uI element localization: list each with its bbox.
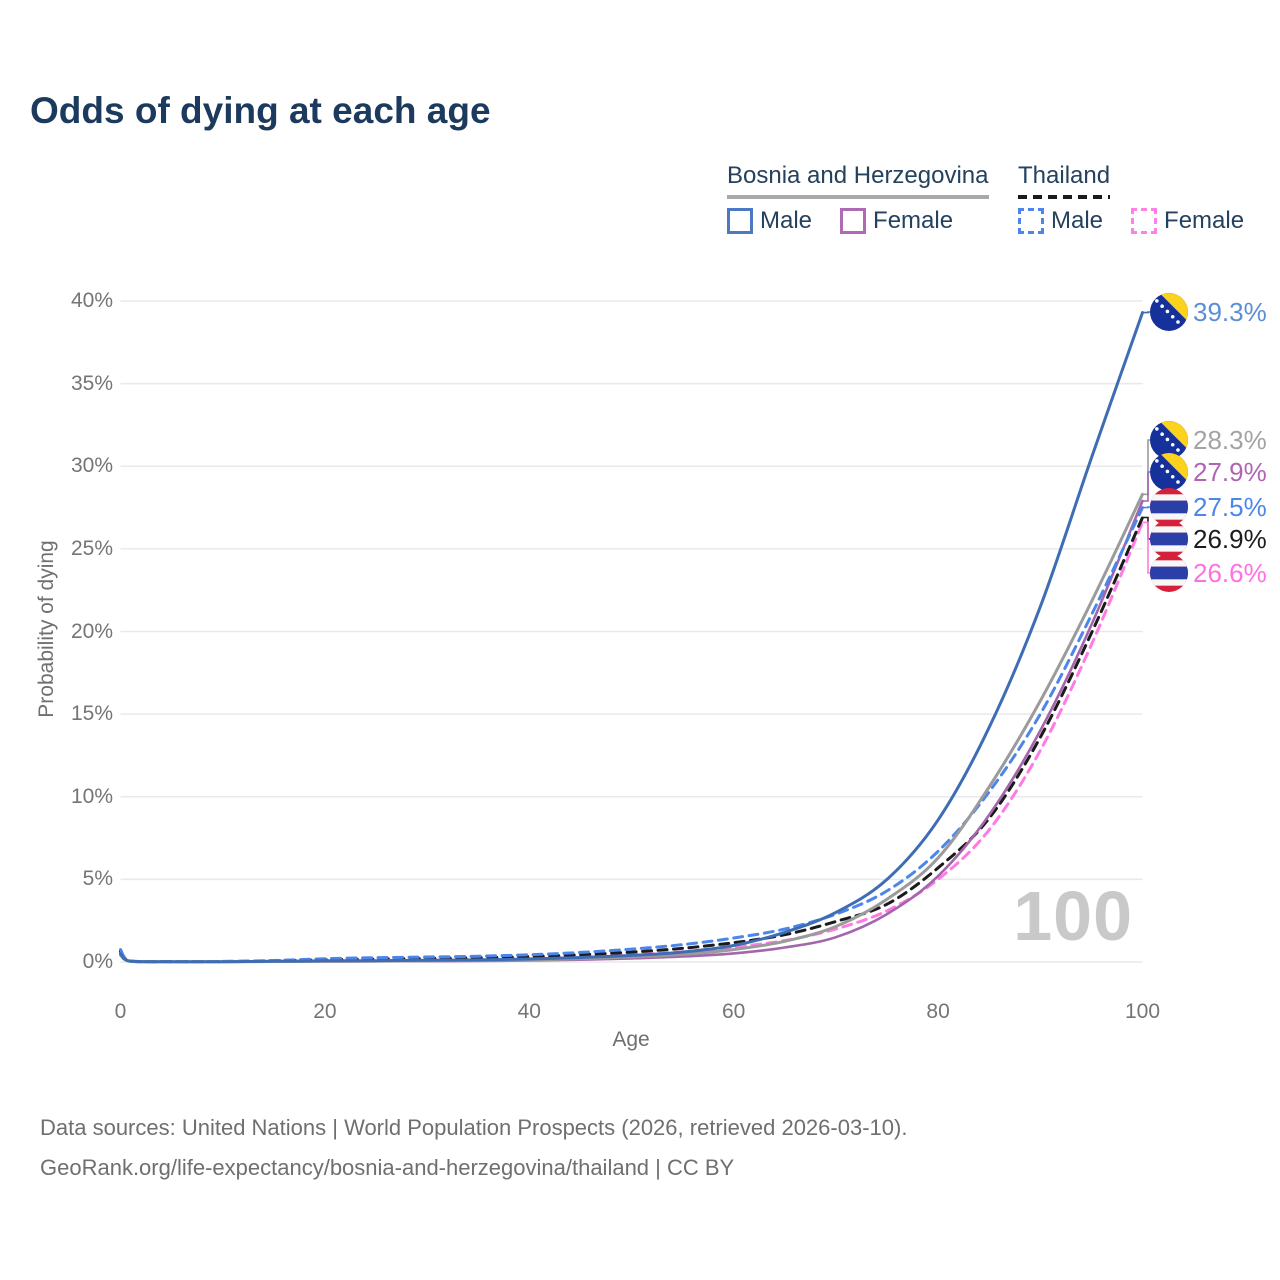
x-tick-label: 100 xyxy=(1124,1000,1161,1023)
series-line-bosnia-male xyxy=(119,311,1144,964)
end-label-bosnia-male: 39.3% xyxy=(1150,293,1267,331)
end-label-thailand-total: 26.9% xyxy=(1150,520,1267,558)
thailand-flag-icon xyxy=(1150,488,1188,526)
x-tick-label: 20 xyxy=(313,1000,337,1023)
legend-group-bosnia-and-herzegovina: Bosnia and Herzegovina Male Female xyxy=(727,162,989,235)
legend-item-label: Female xyxy=(1164,207,1245,234)
y-tick-label: 5% xyxy=(82,867,113,891)
legend-item-male[interactable]: Male xyxy=(1018,207,1103,235)
end-label-bosnia-total: 28.3% xyxy=(1150,421,1267,459)
x-tick-label: 0 xyxy=(114,1000,127,1023)
end-label-thailand-male: 27.5% xyxy=(1150,488,1267,526)
end-label-bosnia-female: 27.9% xyxy=(1150,453,1267,491)
end-label-value: 27.5% xyxy=(1193,492,1267,522)
legend-country-label: Bosnia and Herzegovina xyxy=(727,162,989,189)
x-tick-label: 80 xyxy=(926,1000,950,1023)
end-label-value: 39.3% xyxy=(1193,297,1267,327)
end-label-value: 28.3% xyxy=(1193,425,1267,455)
legend-swatch-icon xyxy=(1131,208,1158,234)
y-tick-label: 0% xyxy=(82,950,113,973)
legend-swatch-icon xyxy=(727,208,753,234)
end-label-value: 26.6% xyxy=(1193,558,1267,588)
series-line-thailand-total xyxy=(119,516,1144,964)
legend-swatch-icon xyxy=(1018,208,1044,234)
end-label-thailand-female: 26.6% xyxy=(1150,554,1267,592)
x-tick-label: 40 xyxy=(517,1000,541,1023)
bosnia-and-herzegovina-flag-icon xyxy=(1150,421,1188,459)
y-tick-label: 30% xyxy=(70,454,113,478)
y-tick-label: 15% xyxy=(70,702,113,726)
age-watermark: 100 xyxy=(1013,877,1133,955)
legend-country-underline xyxy=(727,195,989,199)
data-sources: Data sources: United Nations | World Pop… xyxy=(40,1108,907,1188)
bosnia-and-herzegovina-flag-icon xyxy=(1150,453,1188,491)
y-tick-label: 20% xyxy=(70,619,113,643)
y-tick-label: 25% xyxy=(70,536,113,560)
legend-item-label: Male xyxy=(760,207,813,234)
legend-item-male[interactable]: Male xyxy=(727,207,812,235)
legend-country-underline xyxy=(1018,195,1111,199)
legend-item-label: Male xyxy=(1051,207,1104,234)
legend-group-thailand: Thailand Male Female xyxy=(1018,162,1244,235)
legend-item-label: Female xyxy=(873,207,954,234)
legend-item-female[interactable]: Female xyxy=(1131,207,1244,235)
x-tick-label: 60 xyxy=(722,1000,746,1023)
data-source-link[interactable]: GeoRank.org/life-expectancy/bosnia-and-h… xyxy=(40,1155,735,1180)
legend-country-label: Thailand xyxy=(1018,162,1111,189)
data-source-line: Data sources: United Nations | World Pop… xyxy=(40,1115,908,1140)
series-line-thailand-female xyxy=(119,520,1144,964)
legend-item-female[interactable]: Female xyxy=(840,207,953,235)
legend-swatch-icon xyxy=(840,208,867,234)
bosnia-and-herzegovina-flag-icon xyxy=(1150,293,1188,331)
series-line-bosnia-female xyxy=(119,499,1144,964)
end-label-value: 27.9% xyxy=(1193,457,1267,487)
page-title: Odds of dying at each age xyxy=(30,90,491,131)
thailand-flag-icon xyxy=(1150,520,1188,558)
x-axis-title: Age xyxy=(612,1028,650,1051)
y-tick-label: 40% xyxy=(70,289,113,312)
y-tick-label: 10% xyxy=(70,784,113,808)
thailand-flag-icon xyxy=(1150,554,1188,592)
end-label-value: 26.9% xyxy=(1193,524,1267,554)
series-line-thailand-male xyxy=(119,506,1144,964)
y-tick-label: 35% xyxy=(70,371,113,395)
